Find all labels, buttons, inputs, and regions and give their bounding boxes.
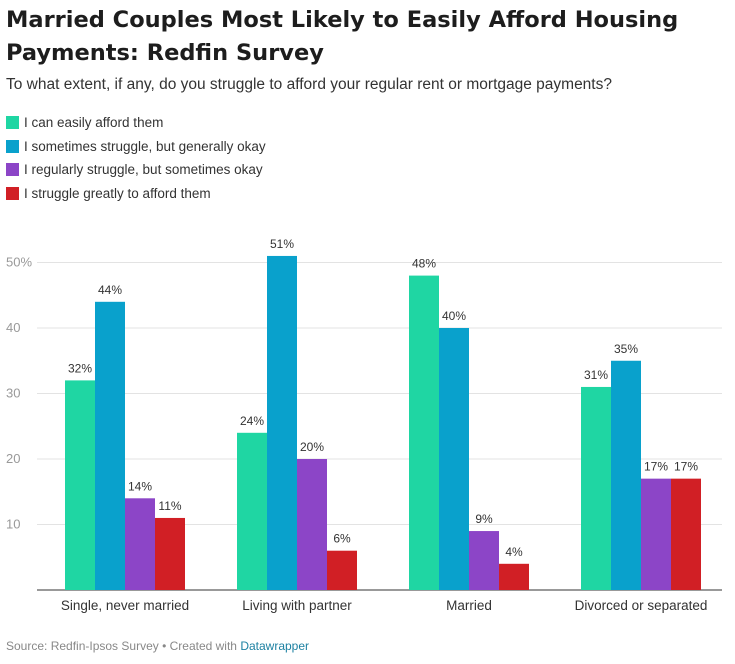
legend-item-i-regularly-struggle-but-sometimes-okay: I regularly struggle, but sometimes okay	[6, 158, 266, 182]
x-category-label: Single, never married	[61, 598, 189, 613]
chart-title: Married Couples Most Likely to Easily Af…	[6, 7, 679, 66]
bar-divorced-or-separated-i-can-easily-afford-them	[581, 386, 611, 590]
x-category-label: Living with partner	[242, 598, 352, 613]
data-label: 48%	[412, 257, 436, 271]
bar-single-never-married-i-sometimes-struggle-but-generally-okay	[95, 301, 125, 590]
y-tick-label: 30	[6, 386, 20, 401]
data-label: 11%	[158, 499, 181, 513]
y-tick-label: 20	[6, 451, 20, 466]
legend-label: I can easily afford them	[24, 115, 164, 131]
bar-married-i-sometimes-struggle-but-generally-okay	[439, 328, 469, 590]
bar-divorced-or-separated-i-struggle-greatly-to-afford-them	[671, 478, 701, 590]
bar-married-i-can-easily-afford-them	[409, 275, 439, 590]
legend-item-i-struggle-greatly-to-afford-them: I struggle greatly to afford them	[6, 182, 266, 206]
x-category-label: Divorced or separated	[575, 598, 708, 613]
bar-single-never-married-i-struggle-greatly-to-afford-them	[155, 517, 185, 590]
bar-married-i-regularly-struggle-but-sometimes-okay	[469, 531, 499, 590]
legend-swatch	[6, 116, 19, 130]
data-label: 40%	[442, 309, 466, 323]
data-label: 31%	[584, 368, 608, 382]
legend: I can easily afford them I sometimes stru…	[6, 111, 266, 205]
data-label: 24%	[240, 414, 264, 428]
data-label: 51%	[270, 237, 294, 251]
source-note: Source: Redfin-Ipsos Survey • Created wi…	[6, 639, 309, 653]
bar-single-never-married-i-can-easily-afford-them	[65, 380, 95, 590]
data-label: 14%	[128, 479, 152, 493]
data-label: 44%	[98, 283, 122, 297]
datawrapper-link[interactable]: Datawrapper	[240, 639, 310, 653]
legend-swatch	[6, 186, 19, 200]
legend-item-i-sometimes-struggle-but-generally-okay: I sometimes struggle, but generally okay	[6, 135, 266, 159]
y-tick-label: 10	[6, 517, 20, 532]
legend-swatch	[6, 139, 19, 153]
x-category-label: Married	[446, 598, 492, 613]
source-text: Source: Redfin-Ipsos Survey • Created wi…	[6, 639, 241, 653]
bar-divorced-or-separated-i-regularly-struggle-but-sometimes-okay	[641, 478, 671, 590]
legend-label: I struggle greatly to afford them	[24, 185, 211, 201]
bar-living-with-partner-i-struggle-greatly-to-afford-them	[327, 550, 357, 590]
chart-subtitle: To what extent, if any, do you struggle …	[6, 76, 612, 93]
bar-living-with-partner-i-sometimes-struggle-but-generally-okay	[267, 255, 297, 590]
bar-married-i-struggle-greatly-to-afford-them	[499, 563, 529, 590]
y-tick-label: 50%	[6, 255, 32, 270]
data-label: 32%	[68, 361, 92, 375]
data-label: 20%	[300, 440, 324, 454]
y-tick-label: 40	[6, 320, 20, 335]
data-label: 9%	[475, 512, 493, 526]
bar-living-with-partner-i-can-easily-afford-them	[237, 432, 267, 590]
bar-chart: 10 20 30 40 50% 32% 44% 14% 11% Single, never mar…	[6, 237, 722, 613]
bar-divorced-or-separated-i-sometimes-struggle-but-generally-okay	[611, 360, 641, 590]
data-label: 6%	[333, 532, 351, 546]
data-label: 17%	[644, 460, 668, 474]
legend-item-i-can-easily-afford-them: I can easily afford them	[6, 111, 266, 135]
bar-single-never-married-i-regularly-struggle-but-sometimes-okay	[125, 498, 155, 590]
bar-living-with-partner-i-regularly-struggle-but-sometimes-okay	[297, 459, 327, 590]
data-label: 17%	[674, 460, 698, 474]
data-label: 4%	[505, 545, 523, 559]
legend-label: I regularly struggle, but sometimes okay	[24, 162, 263, 178]
legend-label: I sometimes struggle, but generally okay	[24, 138, 266, 154]
data-label: 35%	[614, 342, 638, 356]
legend-swatch	[6, 163, 19, 177]
